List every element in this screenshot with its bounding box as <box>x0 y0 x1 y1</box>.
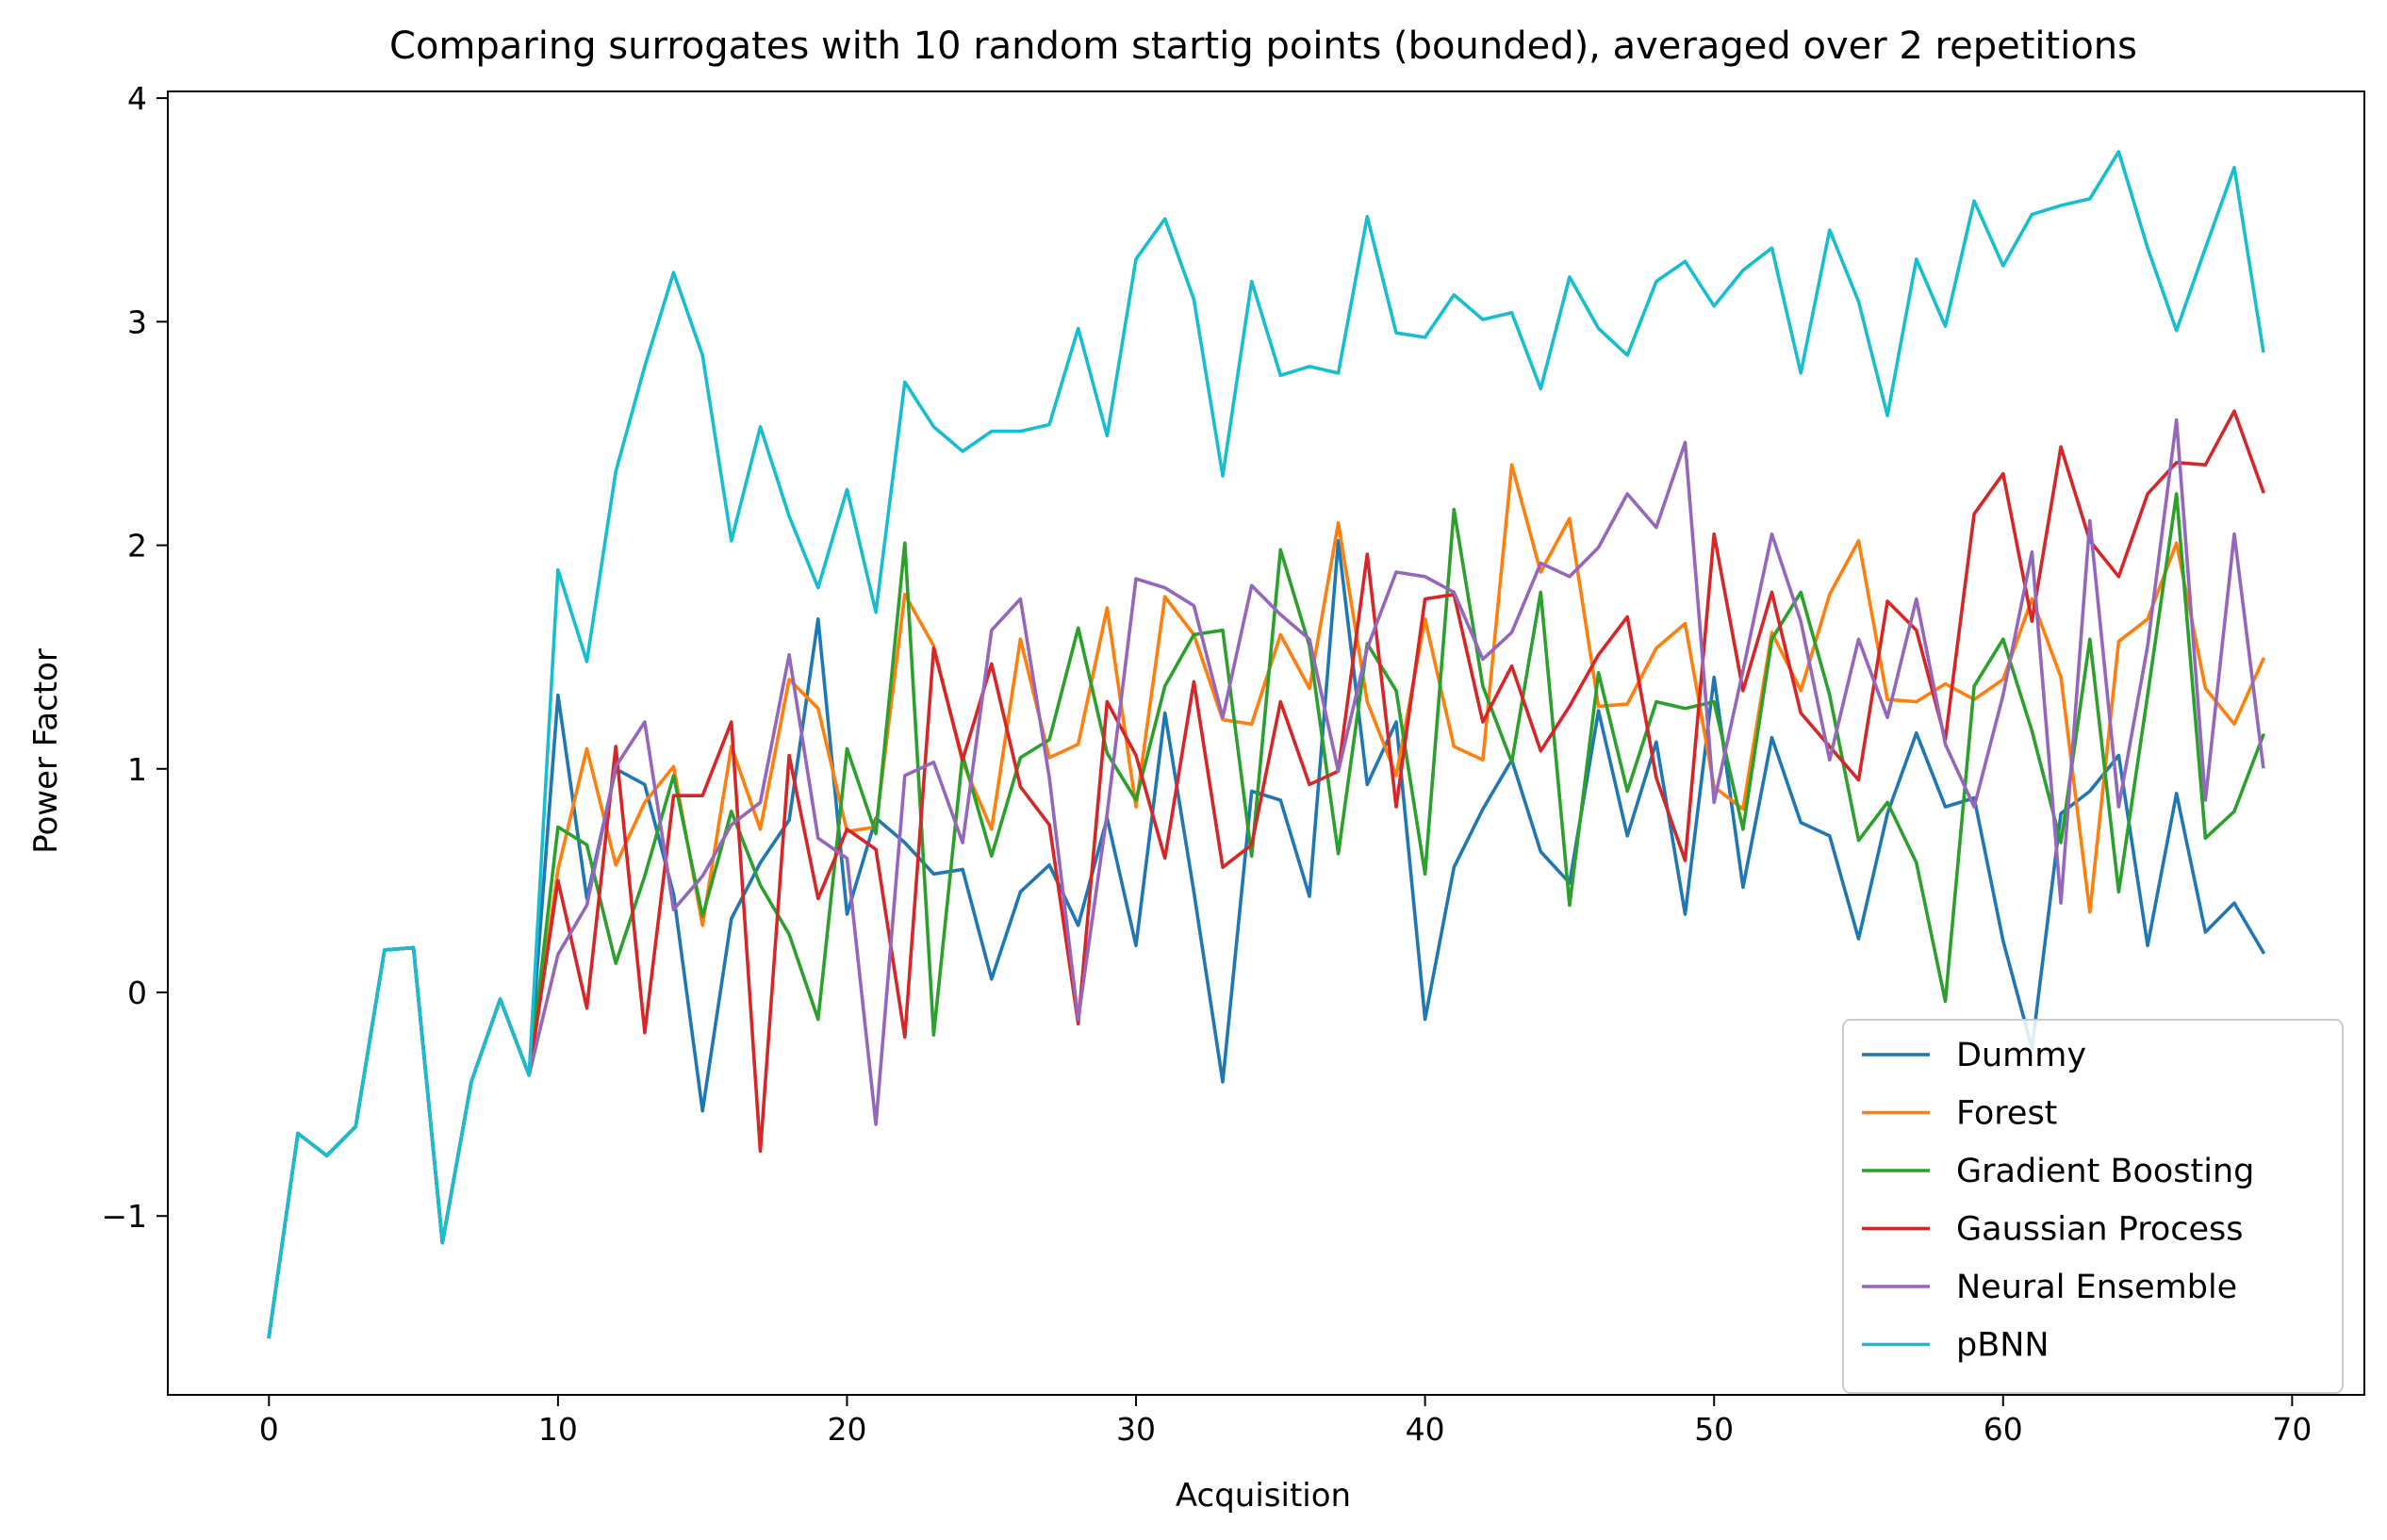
legend-label-5: pBNN <box>1956 1327 2050 1365</box>
series-line-1 <box>267 463 2266 1339</box>
plot-area: 0 10 20 30 40 50 60 70 −1 0 1 2 3 4 <box>101 80 2365 1448</box>
series-line-3 <box>267 409 2266 1339</box>
x-tick-label-0: 0 <box>259 1411 279 1448</box>
chart-title: Comparing surrogates with 10 random star… <box>389 25 2137 68</box>
y-tick-label-2: 1 <box>127 751 147 788</box>
y-tick-label-0: −1 <box>101 1198 147 1235</box>
series-line-2 <box>267 492 2266 1339</box>
y-tick-label-1: 0 <box>127 975 147 1011</box>
y-tick-label-5: 4 <box>127 80 147 117</box>
legend-label-1: Forest <box>1956 1095 2057 1133</box>
x-tick-label-3: 30 <box>1116 1411 1156 1448</box>
y-tick-label-4: 3 <box>127 303 147 340</box>
x-tick-label-2: 20 <box>827 1411 866 1448</box>
series-line-5 <box>267 150 2265 1339</box>
y-tick-label-3: 2 <box>127 528 147 565</box>
x-tick-label-7: 70 <box>2272 1411 2312 1448</box>
y-axis-label: Power Factor <box>27 648 65 854</box>
legend-label-2: Gradient Boosting <box>1956 1153 2254 1190</box>
x-axis-label: Acquisition <box>1176 1477 1351 1515</box>
legend-box <box>1842 1019 2344 1394</box>
legend-label-3: Gaussian Process <box>1956 1211 2243 1249</box>
axes-frame <box>167 90 2365 1396</box>
legend-label-0: Dummy <box>1956 1037 2086 1074</box>
legend: Dummy Forest Gradient Boosting Gaussian Pro… <box>1842 1019 2344 1394</box>
x-tick-label-6: 60 <box>1984 1411 2023 1448</box>
series-line-4 <box>267 418 2265 1339</box>
x-tick-label-4: 40 <box>1406 1411 1445 1448</box>
x-tick-label-1: 10 <box>538 1411 578 1448</box>
legend-label-4: Neural Ensemble <box>1956 1269 2237 1306</box>
x-tick-label-5: 50 <box>1694 1411 1734 1448</box>
